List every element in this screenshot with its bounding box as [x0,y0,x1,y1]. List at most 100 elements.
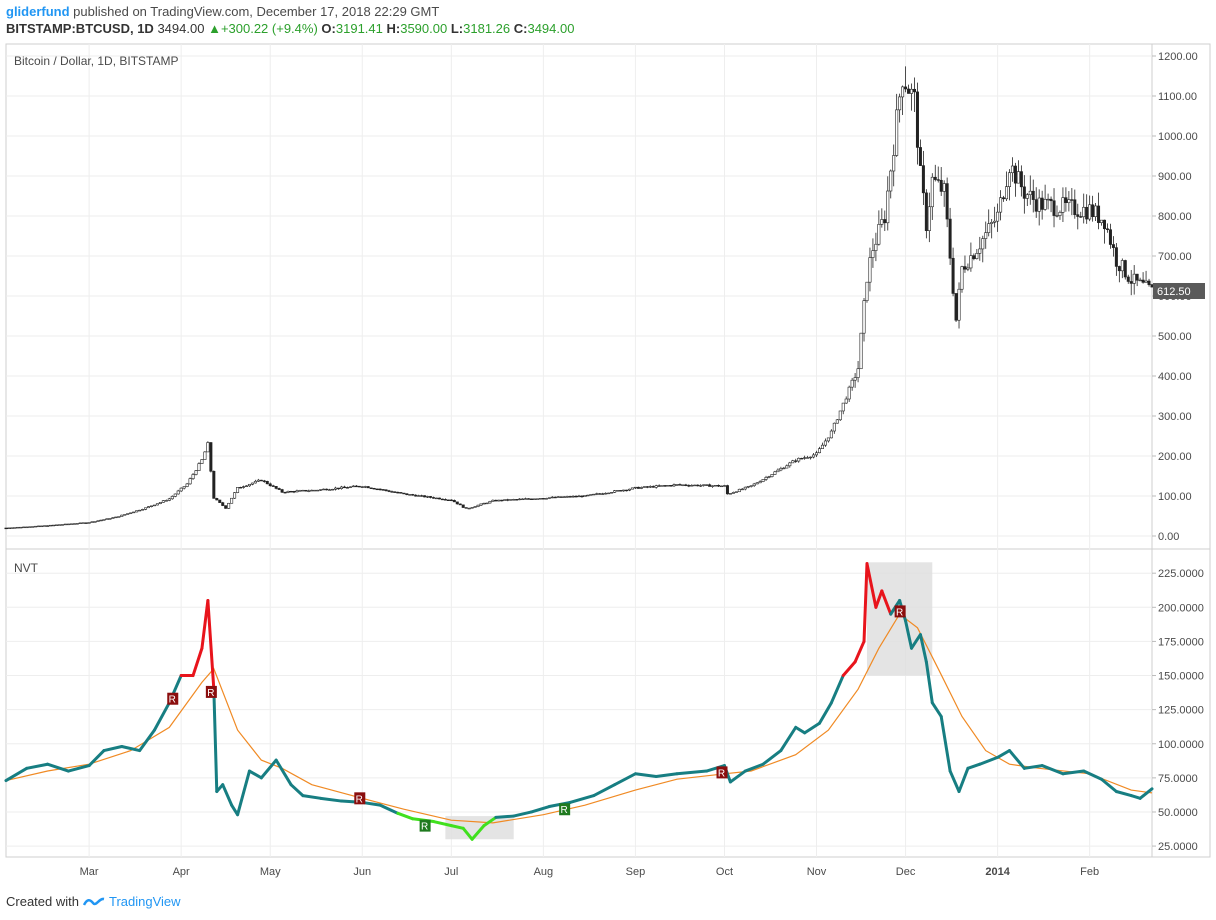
candle-body [1085,206,1089,220]
publisher-name[interactable]: gliderfund [6,4,70,19]
candle-body [1002,197,1006,200]
candle-body [880,219,884,225]
candle-body [81,522,85,524]
candle-body [170,496,174,500]
price-change: +300.22 (+9.4%) [220,21,318,36]
candle-body [277,488,281,490]
candle-body [342,486,346,489]
candle-body [990,222,994,224]
nvt-line-segment [978,755,1000,766]
nvt-line-segment [865,562,878,609]
candle-body [443,499,447,501]
nvt-line-segment [633,772,658,778]
candle-body [485,502,489,505]
candle-body [571,495,575,498]
candle-body [244,485,248,487]
candle-body [408,494,412,496]
candle-body [699,485,703,487]
candle-body [218,499,222,503]
nvt-line-segment [449,824,465,830]
x-tick-label: May [260,866,281,878]
signal-badge-label: R [561,805,568,816]
candle-body [497,499,501,502]
candle-body [812,454,816,458]
candle-body [527,498,531,500]
candle-body [912,88,916,93]
candle-body [966,267,970,270]
nvt-line-segment [200,598,210,650]
candle-body [630,487,634,490]
candle-body [598,493,602,495]
candle-body [37,525,41,528]
candle-body [158,502,162,504]
candle-body [40,525,44,528]
signal-badge-label: R [421,822,428,833]
candle-body [791,460,795,464]
candle-body [927,206,931,231]
candle-body [800,457,804,460]
candle-body [1043,199,1047,210]
candle-body [31,526,35,528]
candle-body [215,498,219,501]
candle-body [779,468,783,471]
nvt-line-segment [274,758,293,787]
nvt-y-tick-label: 100.0000 [1158,739,1204,751]
candle-body [538,498,542,500]
candle-body [770,474,774,477]
candle-body [414,494,418,497]
candle-body [114,516,118,519]
tradingview-brand[interactable]: TradingView [108,894,181,909]
candle-body [773,471,777,475]
price-y-tick-label: 300.00 [1158,411,1192,423]
candle-body [610,492,614,494]
candle-body [877,224,881,245]
nvt-pane-title: NVT [14,561,39,575]
candle-body [892,155,896,172]
candle-body [319,489,323,491]
candle-body [46,525,50,527]
candle-body [586,494,590,497]
low-value: 3181.26 [463,21,511,36]
candle-body [592,493,596,496]
candle-body [286,491,290,493]
candle-body [334,487,338,490]
candle-body [366,486,370,489]
candle-body [657,485,661,487]
candle-body [494,499,498,502]
nvt-line-segment [529,805,551,814]
x-tick-label: Mar [80,866,99,878]
nvt-line-segment [236,769,251,817]
candle-body [331,488,335,491]
nvt-line-segment [1022,764,1044,770]
candle-body [138,509,142,512]
candle-body [10,527,14,529]
nvt-y-tick-label: 125.0000 [1158,705,1204,717]
candle-body [714,485,718,487]
candle-body [1138,279,1142,282]
candle-body [1102,219,1106,230]
candle-body [72,523,76,525]
candle-body [283,491,287,494]
candle-body [889,170,893,192]
nvt-line-segment [470,824,486,841]
candle-body [111,517,115,519]
candle-body [289,491,293,493]
ohlc-line: BITSTAMP:BTCUSD, 1D 3494.00 ▲+300.22 (+9… [6,21,574,36]
candle-body [1005,186,1009,200]
candle-body [705,484,709,486]
candle-body [1019,171,1023,188]
nvt-line-segment [512,810,533,818]
x-tick-label: Oct [716,866,733,878]
candle-body [907,88,911,94]
candle-body [49,524,53,527]
candle-body [639,487,643,489]
nvt-y-tick-label: 150.0000 [1158,671,1204,683]
nvt-line-segment [221,783,234,807]
candle-body [1031,190,1035,200]
candle-body [758,481,762,484]
nvt-line-segment [396,811,415,821]
last-price: 3494.00 [157,21,205,36]
candle-body [399,492,403,494]
candle-body [794,460,798,462]
